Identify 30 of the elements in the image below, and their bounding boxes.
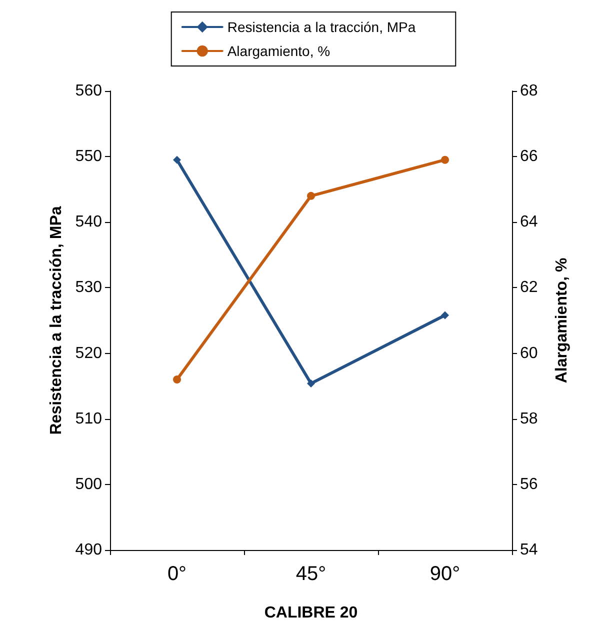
y2-tick-label: 64 <box>520 214 538 231</box>
point <box>441 311 449 320</box>
y-tick-label: 560 <box>75 82 102 100</box>
y-axis-title: Resistencia a la tracción, MPa <box>48 206 65 435</box>
point <box>441 156 449 164</box>
y-tick-label: 540 <box>75 214 102 231</box>
y2-tick-label: 60 <box>520 344 538 362</box>
x-tick-label: 90° <box>430 563 460 585</box>
point <box>173 376 181 384</box>
legend-label: Resistencia a la tracción, MPa <box>227 19 416 35</box>
y2-tick-label: 58 <box>520 410 538 428</box>
legend-label: Alargamiento, % <box>227 43 330 59</box>
y-tick-label: 550 <box>75 148 102 166</box>
x-axis-title: CALIBRE 20 <box>264 604 358 622</box>
y-tick-label: 500 <box>75 476 102 493</box>
y2-tick-label: 56 <box>520 476 538 493</box>
point <box>307 192 315 200</box>
y-tick-label: 530 <box>75 279 102 296</box>
y-tick-label: 490 <box>75 542 102 558</box>
point <box>307 379 315 388</box>
y2-tick-label: 54 <box>520 542 538 558</box>
y-tick-label: 510 <box>75 410 102 428</box>
y2-axis-title: Alargamiento, % <box>554 258 570 384</box>
y-tick-label: 520 <box>75 344 102 362</box>
x-tick-label: 0° <box>167 563 187 585</box>
y2-tick-label: 62 <box>520 279 538 296</box>
y2-tick-label: 68 <box>520 82 538 100</box>
x-tick-label: 45° <box>296 563 326 585</box>
y2-tick-label: 66 <box>520 148 538 166</box>
point <box>173 156 181 164</box>
